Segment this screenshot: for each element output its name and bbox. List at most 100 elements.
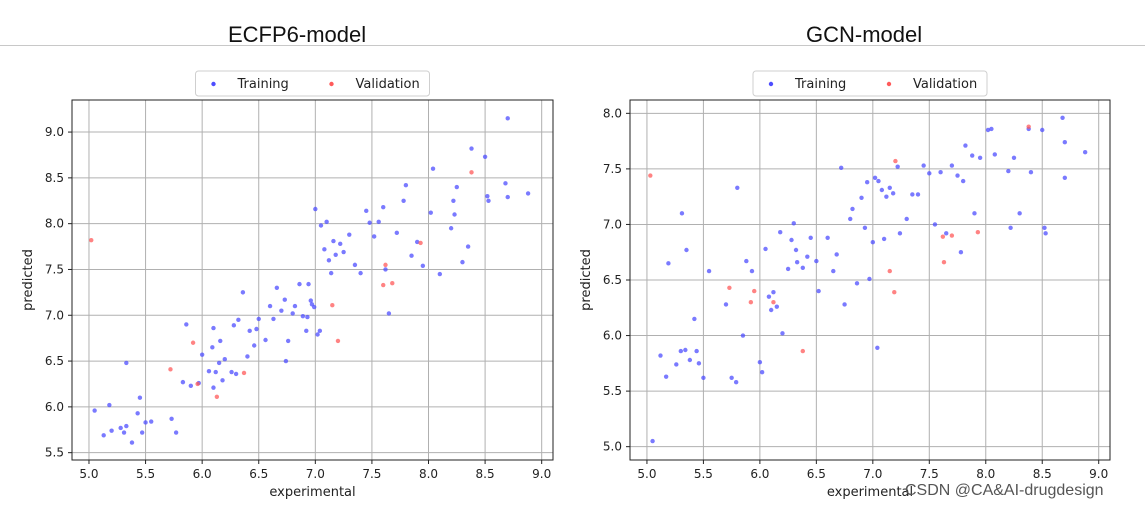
ecfp6-training-point bbox=[297, 281, 302, 287]
gcn-training-point bbox=[793, 247, 799, 253]
top-divider bbox=[0, 45, 1145, 46]
gcn-training-point bbox=[759, 370, 765, 375]
gcn-training-point bbox=[733, 380, 739, 385]
ecfp6-training-point bbox=[322, 247, 327, 252]
gcn-training-point bbox=[895, 164, 900, 169]
gcn-training-point bbox=[683, 347, 688, 353]
gcn-training-point bbox=[785, 266, 791, 272]
gcn-training-point bbox=[904, 216, 909, 222]
gcn-training-point bbox=[842, 302, 847, 307]
ecfp6-validation-point bbox=[168, 367, 173, 372]
ecfp6-ytick-label: 9.0 bbox=[45, 125, 64, 139]
ecfp6-training-point bbox=[305, 314, 310, 320]
gcn-xtick-label: 6.5 bbox=[807, 467, 826, 481]
gcn-training-point bbox=[862, 225, 868, 230]
gcn-training-point bbox=[884, 194, 889, 199]
gcn-training-point bbox=[989, 126, 994, 132]
gcn-training-point bbox=[805, 254, 810, 259]
ecfp6-training-point bbox=[341, 249, 346, 255]
gcn-legend-marker-validation bbox=[886, 81, 892, 87]
gcn-training-point bbox=[774, 304, 780, 309]
ecfp6-plot-frame bbox=[71, 99, 554, 461]
gcn-validation-point bbox=[800, 348, 805, 354]
ecfp6-training-point bbox=[236, 317, 241, 323]
ecfp6-training-point bbox=[254, 326, 259, 332]
ecfp6-training-point bbox=[149, 419, 154, 424]
gcn-training-point bbox=[992, 152, 997, 157]
gcn-training-point bbox=[944, 231, 949, 236]
ecfp6-training-point bbox=[285, 338, 291, 344]
gcn-training-point bbox=[932, 222, 938, 227]
gcn-validation-point bbox=[887, 268, 892, 274]
gcn-training-point bbox=[814, 258, 819, 264]
gcn-training-point bbox=[850, 206, 855, 212]
gcn-validation-point bbox=[752, 288, 757, 294]
ecfp6-training-point bbox=[338, 241, 343, 247]
ecfp6-training-point bbox=[452, 212, 457, 217]
ecfp6-training-point bbox=[315, 332, 320, 337]
ecfp6-training-point bbox=[282, 297, 287, 302]
gcn-training-point bbox=[1028, 170, 1034, 175]
ecfp6-ytick-label: 8.0 bbox=[45, 217, 64, 231]
ecfp6-ylabel: predicted bbox=[21, 249, 36, 311]
ecfp6-training-point bbox=[274, 285, 280, 290]
ecfp6-legend-label-validation: Validation bbox=[356, 77, 420, 92]
gcn-training-point bbox=[658, 353, 663, 358]
ecfp6-training-point bbox=[124, 360, 129, 366]
ecfp6-legend: Training Validation bbox=[195, 70, 430, 97]
gcn-training-point bbox=[692, 316, 697, 322]
gcn-training-point bbox=[1043, 231, 1048, 236]
ecfp6-ytick-label: 7.5 bbox=[45, 262, 64, 276]
gcn-xtick-label: 8.0 bbox=[976, 467, 995, 481]
gcn-training-point bbox=[740, 333, 746, 338]
ecfp6-training-point bbox=[107, 402, 112, 408]
gcn-training-point bbox=[938, 170, 943, 175]
gcn-validation-point bbox=[892, 290, 897, 295]
gcn-validation-point bbox=[941, 260, 947, 265]
ecfp6-training-point bbox=[233, 371, 239, 377]
gcn-training-point bbox=[706, 268, 712, 274]
ecfp6-legend-label-training: Training bbox=[237, 77, 289, 92]
ecfp6-training-point bbox=[352, 262, 358, 268]
gcn-training-point bbox=[854, 281, 860, 286]
ecfp6-training-point bbox=[437, 271, 443, 277]
gcn-training-point bbox=[955, 173, 960, 178]
ecfp6-training-point bbox=[485, 193, 490, 199]
ecfp6-validation-point bbox=[390, 281, 395, 286]
gcn-training-point bbox=[910, 192, 915, 197]
gcn-xtick-label: 7.0 bbox=[863, 467, 882, 481]
ecfp6-training-point bbox=[482, 154, 488, 159]
ecfp6-training-point bbox=[454, 184, 459, 190]
gcn-training-point bbox=[831, 268, 836, 274]
gcn-training-point bbox=[778, 230, 783, 235]
ecfp6-training-point bbox=[403, 182, 409, 188]
gcn-training-point bbox=[684, 247, 689, 253]
ecfp6-training-point bbox=[326, 258, 332, 263]
ecfp6-validation-point bbox=[214, 394, 220, 399]
ecfp6-training-point bbox=[451, 198, 456, 203]
gcn-ytick-label: 5.0 bbox=[603, 440, 622, 454]
ecfp6-training-point bbox=[414, 239, 420, 245]
ecfp6-training-point bbox=[292, 303, 298, 309]
gcn-training-point bbox=[687, 357, 693, 363]
ecfp6-training-point bbox=[306, 281, 311, 287]
gcn-training-point bbox=[678, 348, 684, 354]
ecfp6-ytick-label: 7.0 bbox=[45, 308, 64, 322]
gcn-training-point bbox=[864, 180, 870, 185]
ecfp6-training-point bbox=[109, 428, 114, 433]
ecfp6-training-point bbox=[364, 208, 369, 214]
gcn-training-point bbox=[679, 211, 685, 216]
ecfp6-training-point bbox=[173, 430, 179, 435]
ecfp6-training-point bbox=[210, 345, 215, 350]
ecfp6-training-point bbox=[184, 322, 189, 327]
ecfp6-training-point bbox=[308, 298, 314, 303]
ecfp6-plot: 5.0 5.5 6.0 6.5 7.0 7.5 8.0 8.5 9.0 5.5 6.0 6.5 7.0 7… bbox=[21, 70, 554, 500]
ecfp6-training-point bbox=[460, 259, 465, 265]
gcn-training-point bbox=[859, 195, 864, 200]
gcn-training-point bbox=[834, 252, 839, 257]
left-chart-title: ECFP6-model bbox=[228, 22, 367, 47]
ecfp6-legend-box bbox=[195, 70, 430, 97]
ecfp6-training-point bbox=[92, 408, 97, 413]
right-chart-title: GCN-model bbox=[806, 22, 923, 47]
ecfp6-training-point bbox=[420, 263, 426, 269]
